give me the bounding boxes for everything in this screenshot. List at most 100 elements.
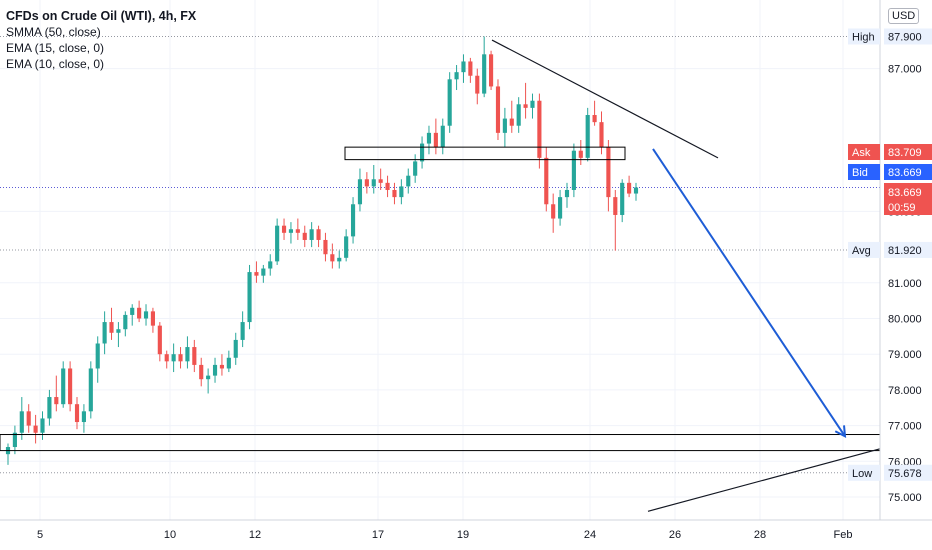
trend-line [647,448,881,512]
candle-body [433,132,438,148]
y-tick-label: 78.000 [888,385,922,397]
candle-body [406,175,411,187]
bid-tag-value-bg [884,164,932,180]
candle-body [130,307,135,315]
candle-body [599,122,604,148]
candle-body [633,187,639,194]
y-tick-label: 79.000 [888,349,922,361]
candle-body [350,204,356,237]
arrow-head [834,425,847,439]
candle-body [212,364,218,376]
low-tag-label-bg [848,464,880,481]
time-axis[interactable]: 5 10 12 17 19 24 26 28 Feb [0,519,932,541]
grid [0,0,880,520]
candle-body [247,272,252,323]
candle-body [385,182,390,190]
candle-body [226,357,231,369]
candle-body [426,132,432,144]
candle-body [364,179,369,187]
bar-countdown: 00:59 [888,202,916,214]
candle-body [419,143,425,162]
candle-body [392,189,397,198]
candle-body [558,197,563,219]
candle-body [537,100,542,158]
candle-body [592,115,597,123]
avg-tag-value: 81.920 [888,245,922,257]
candle-body [544,157,549,205]
candlesticks [5,36,639,465]
candle-body [164,354,169,362]
candle-body [88,368,93,412]
candle-body [323,239,328,255]
y-tick-label: 77.000 [888,421,922,433]
candle-body [613,197,618,215]
currency-selector[interactable]: USD [888,8,920,24]
candle-body [68,368,73,405]
x-tick-label: 28 [754,529,766,541]
candle-body [454,72,459,80]
x-tick-label: 10 [164,529,176,541]
candle-body [261,268,266,276]
indicator-ema-10[interactable]: EMA (10, close, 0) [6,57,105,71]
candle-body [54,397,59,405]
x-tick-label: 17 [372,529,384,541]
candle-body [240,322,245,340]
indicator-ema-15[interactable]: EMA (15, close, 0) [6,41,105,55]
high-tag-label-bg [848,28,880,45]
candle-body [475,75,480,94]
candle-body [378,179,383,183]
candle-body [330,254,335,262]
candle-body [192,347,197,365]
high-tag-value: 87.900 [888,31,922,43]
low-tag-value: 75.678 [888,468,922,480]
low-tag-label: Low [852,468,872,480]
symbol-title[interactable]: CFDs on Crude Oil (WTI), 4h, FX [6,9,197,23]
x-tick-label: 26 [669,529,681,541]
candle-body [413,161,418,176]
candle-body [523,104,528,108]
bid-tag-value: 83.669 [888,167,922,179]
candle-body [530,100,535,108]
candle-body [233,339,238,358]
low-tag-value-bg [884,464,932,481]
candle-body [123,314,128,330]
candle-body [61,368,66,405]
candle-body [564,189,570,198]
candle-body [316,229,321,240]
price-axis-panel [880,0,932,550]
price-level-lines [0,35,880,474]
candle-body [551,204,556,219]
x-tick-label: 12 [249,529,261,541]
candle-body [268,261,273,269]
candle-body [254,272,259,276]
last-price-bg [884,183,932,215]
candle-body [295,229,300,233]
candle-body [275,225,280,262]
last-price-value: 83.669 [888,187,922,199]
candle-body [150,311,155,326]
candle-body [219,364,225,369]
y-tick-label: 81.000 [888,278,922,290]
candle-body [495,86,501,133]
bid-tag-label: Bid [852,167,868,179]
candle-body [578,150,583,158]
candle-body [571,150,576,190]
candle-body [468,61,473,76]
avg-tag-label: Avg [852,245,871,257]
candle-body [440,125,445,148]
candle-body [399,186,404,198]
x-tick-label: 5 [37,529,43,541]
projection-arrow [652,148,846,437]
candle-body [206,375,211,380]
zone-rectangle [344,146,626,161]
drawings[interactable] [0,39,881,512]
candle-body [81,411,86,423]
candle-body [178,354,183,362]
candle-body [337,257,342,262]
ask-tag-label-bg [848,144,880,160]
indicator-smma[interactable]: SMMA (50, close) [6,25,101,39]
candle-body [199,364,204,380]
candle-body [143,311,149,319]
